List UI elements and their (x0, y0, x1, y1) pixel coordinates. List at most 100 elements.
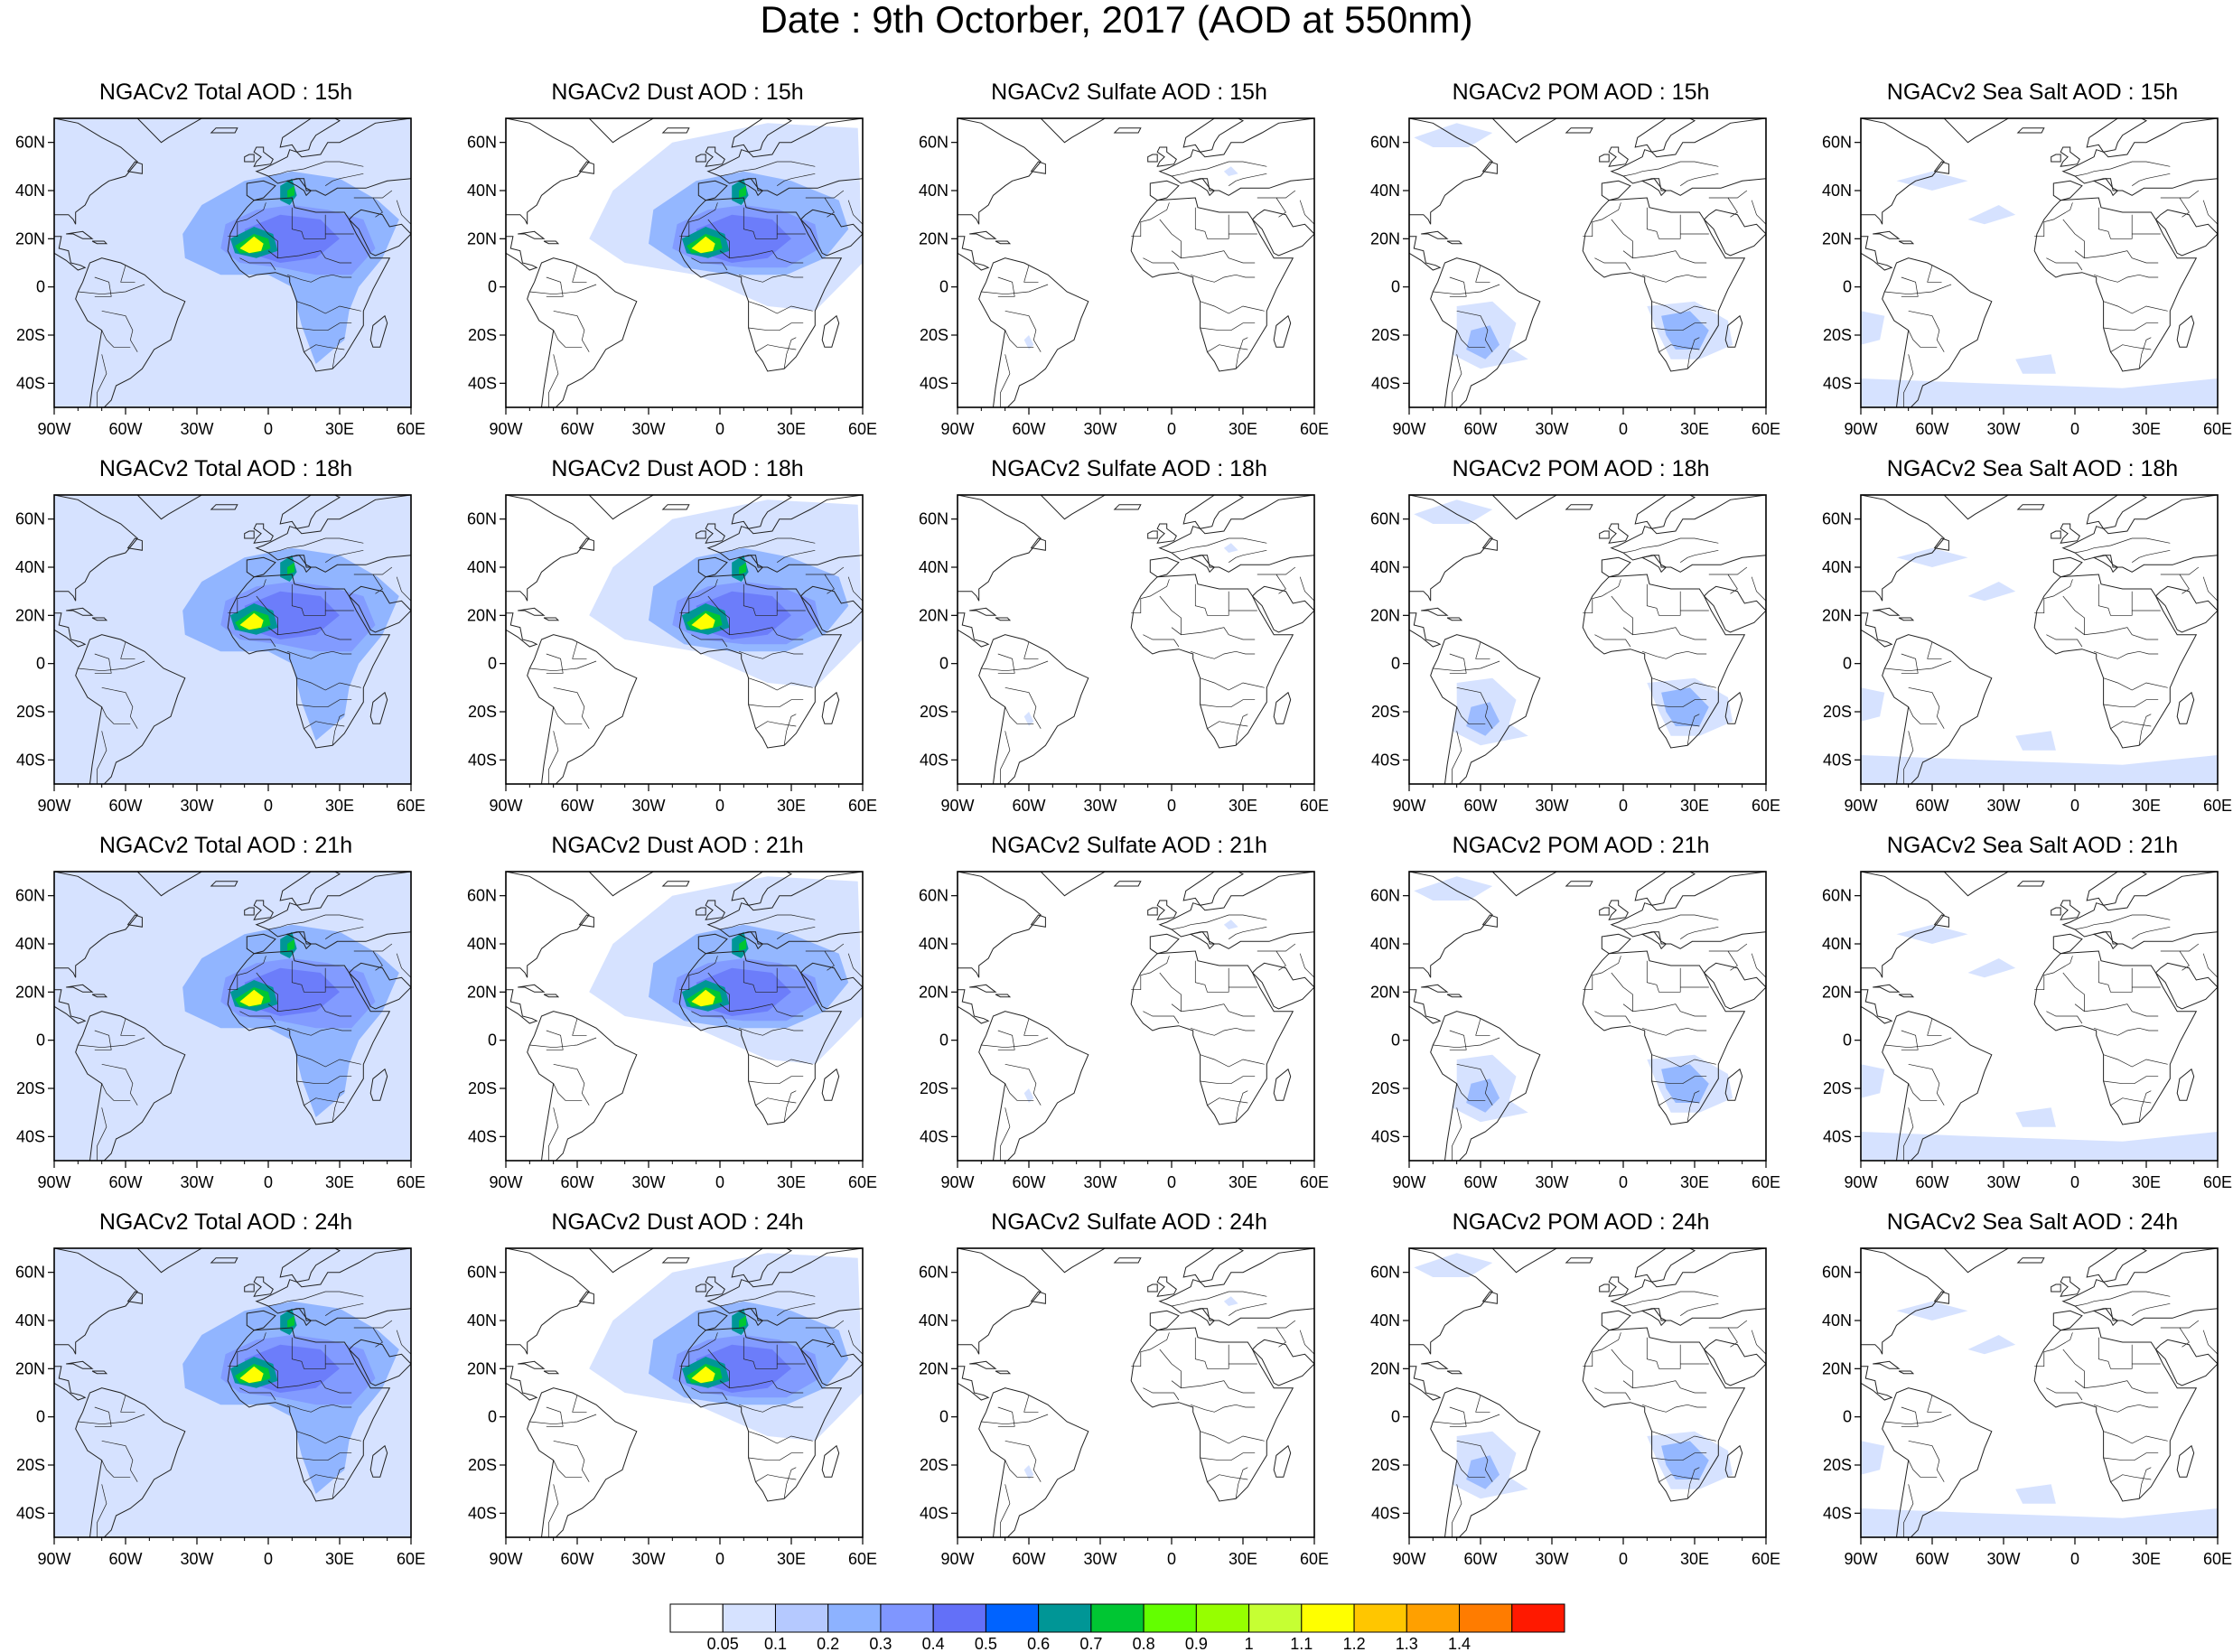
aod-contour-0 (1861, 755, 2218, 784)
lat-tick-label: 40N (15, 558, 45, 576)
coastline-north-america (1861, 118, 1945, 225)
border-16 (572, 1395, 587, 1413)
border-19 (1257, 943, 1296, 952)
border-21 (396, 576, 411, 602)
lat-tick-label: 20S (1371, 703, 1400, 721)
lat-tick-label: 0 (939, 278, 948, 296)
coastline-great-britain (705, 900, 725, 920)
border-2 (1194, 1337, 1229, 1369)
border-19 (805, 190, 845, 199)
border-15 (997, 653, 1015, 674)
coastline-scandinavia (731, 495, 793, 529)
lon-tick-label: 60E (1752, 1550, 1780, 1568)
lat-tick-label: 0 (1391, 278, 1400, 296)
panel-title: NGACv2 Total AOD : 18h (98, 456, 353, 481)
ocean-background (958, 872, 1314, 1161)
border-9 (2110, 344, 2152, 352)
border-0 (1131, 202, 1170, 238)
coastline-great-britain (1608, 146, 1629, 167)
coastline-italy (2092, 178, 2119, 197)
lon-tick-label: 60W (560, 1550, 593, 1568)
lon-tick-label: 60W (1463, 420, 1497, 438)
lat-tick-label: 20N (1370, 983, 1400, 1001)
border-11 (78, 284, 145, 295)
panel-title: NGACv2 Sulfate AOD : 15h (991, 79, 1267, 105)
border-2 (743, 960, 778, 993)
border-20 (1727, 950, 1738, 971)
border-15 (997, 276, 1015, 297)
coastline-africa (1130, 197, 1294, 372)
coastline-iberia (1601, 1310, 1631, 1331)
border-2 (291, 1337, 326, 1369)
aod-contour-3 (1661, 1064, 1709, 1103)
border-20 (824, 574, 835, 594)
border-5 (1594, 634, 1631, 648)
lon-tick-label: 60E (397, 1550, 425, 1568)
lon-tick-label: 30E (1229, 1173, 1257, 1191)
colorbar-swatch (827, 1603, 882, 1633)
aod-contour-0 (1023, 1088, 1034, 1103)
coastline-scandinavia (1634, 118, 1696, 153)
coastline-hispaniola (1898, 617, 1915, 621)
lon-tick-label: 30W (1083, 797, 1116, 815)
coastline-north-america (1861, 495, 1945, 602)
border-21 (396, 953, 411, 978)
map-frame (957, 1247, 1315, 1538)
lon-tick-label: 30W (1535, 420, 1568, 438)
colorbar-swatch (774, 1603, 829, 1633)
border-19 (2160, 190, 2200, 199)
coastline-great-britain (1156, 523, 1177, 544)
map-canvas: 90W 60W 30W 0 30E 60E 60N 40N 20N 0 20S 40S (15, 871, 425, 1191)
coastline-italy (737, 1308, 764, 1327)
border-14 (1903, 731, 1914, 784)
lat-tick-label: 60N (919, 887, 948, 905)
coastline-greenland (1903, 872, 2010, 897)
border-6 (2093, 1027, 2159, 1036)
border-16 (572, 265, 587, 283)
border-10 (332, 714, 345, 746)
border-15 (94, 653, 112, 674)
aod-contour-3 (1661, 311, 1709, 350)
coastline-great-britain (2060, 146, 2080, 167)
coastline-south-america (527, 1011, 638, 1161)
map-panel-dust-18h: NGACv2 Dust AOD : 18h 90W 60W 30W 0 30E 60E 60N… (465, 456, 890, 817)
border-5 (239, 634, 276, 648)
lon-tick-label: 0 (2070, 1173, 2079, 1191)
coastline-africa (678, 197, 843, 372)
lat-tick-label: 40S (1371, 1504, 1400, 1522)
lat-tick-label: 20N (1822, 229, 1852, 247)
lon-tick-label: 30W (1986, 1173, 2020, 1191)
border-15 (1449, 1030, 1467, 1050)
coastline-arabia (1703, 962, 1766, 1010)
aod-contour-3 (1861, 1064, 1885, 1098)
aod-contour-4 (2015, 1107, 2056, 1127)
map-plot-area (54, 118, 411, 407)
border-6 (738, 650, 804, 659)
coastline-greenland (97, 495, 203, 520)
border-16 (1023, 641, 1039, 659)
lat-tick-label: 40S (1823, 1504, 1852, 1522)
border-2 (1646, 583, 1681, 616)
border-12 (1456, 310, 1493, 352)
coastline-hispaniola (91, 994, 108, 998)
lat-tick-label: 40N (1370, 935, 1400, 953)
coastline-madagascar (1273, 1068, 1292, 1101)
coastline-north-america (958, 118, 1042, 225)
map-frame (505, 1247, 864, 1538)
border-13 (1456, 1460, 1486, 1478)
border-17 (1622, 914, 1719, 930)
coastline-south-america (75, 1011, 186, 1161)
coastline-central-america (958, 989, 990, 1024)
coastline-great-britain (705, 146, 725, 167)
coastline-italy (285, 1308, 313, 1327)
border-6 (1641, 650, 1707, 659)
coastline-central-america (1409, 1366, 1442, 1401)
coastline-iberia (697, 933, 728, 955)
lat-tick-label: 40N (1822, 558, 1852, 576)
coastline-madagascar (1724, 1444, 1743, 1478)
border-10 (332, 1467, 345, 1499)
border-7 (296, 301, 361, 314)
border-10 (783, 1090, 797, 1123)
border-2 (1194, 960, 1229, 993)
map-frame (1860, 117, 2219, 408)
